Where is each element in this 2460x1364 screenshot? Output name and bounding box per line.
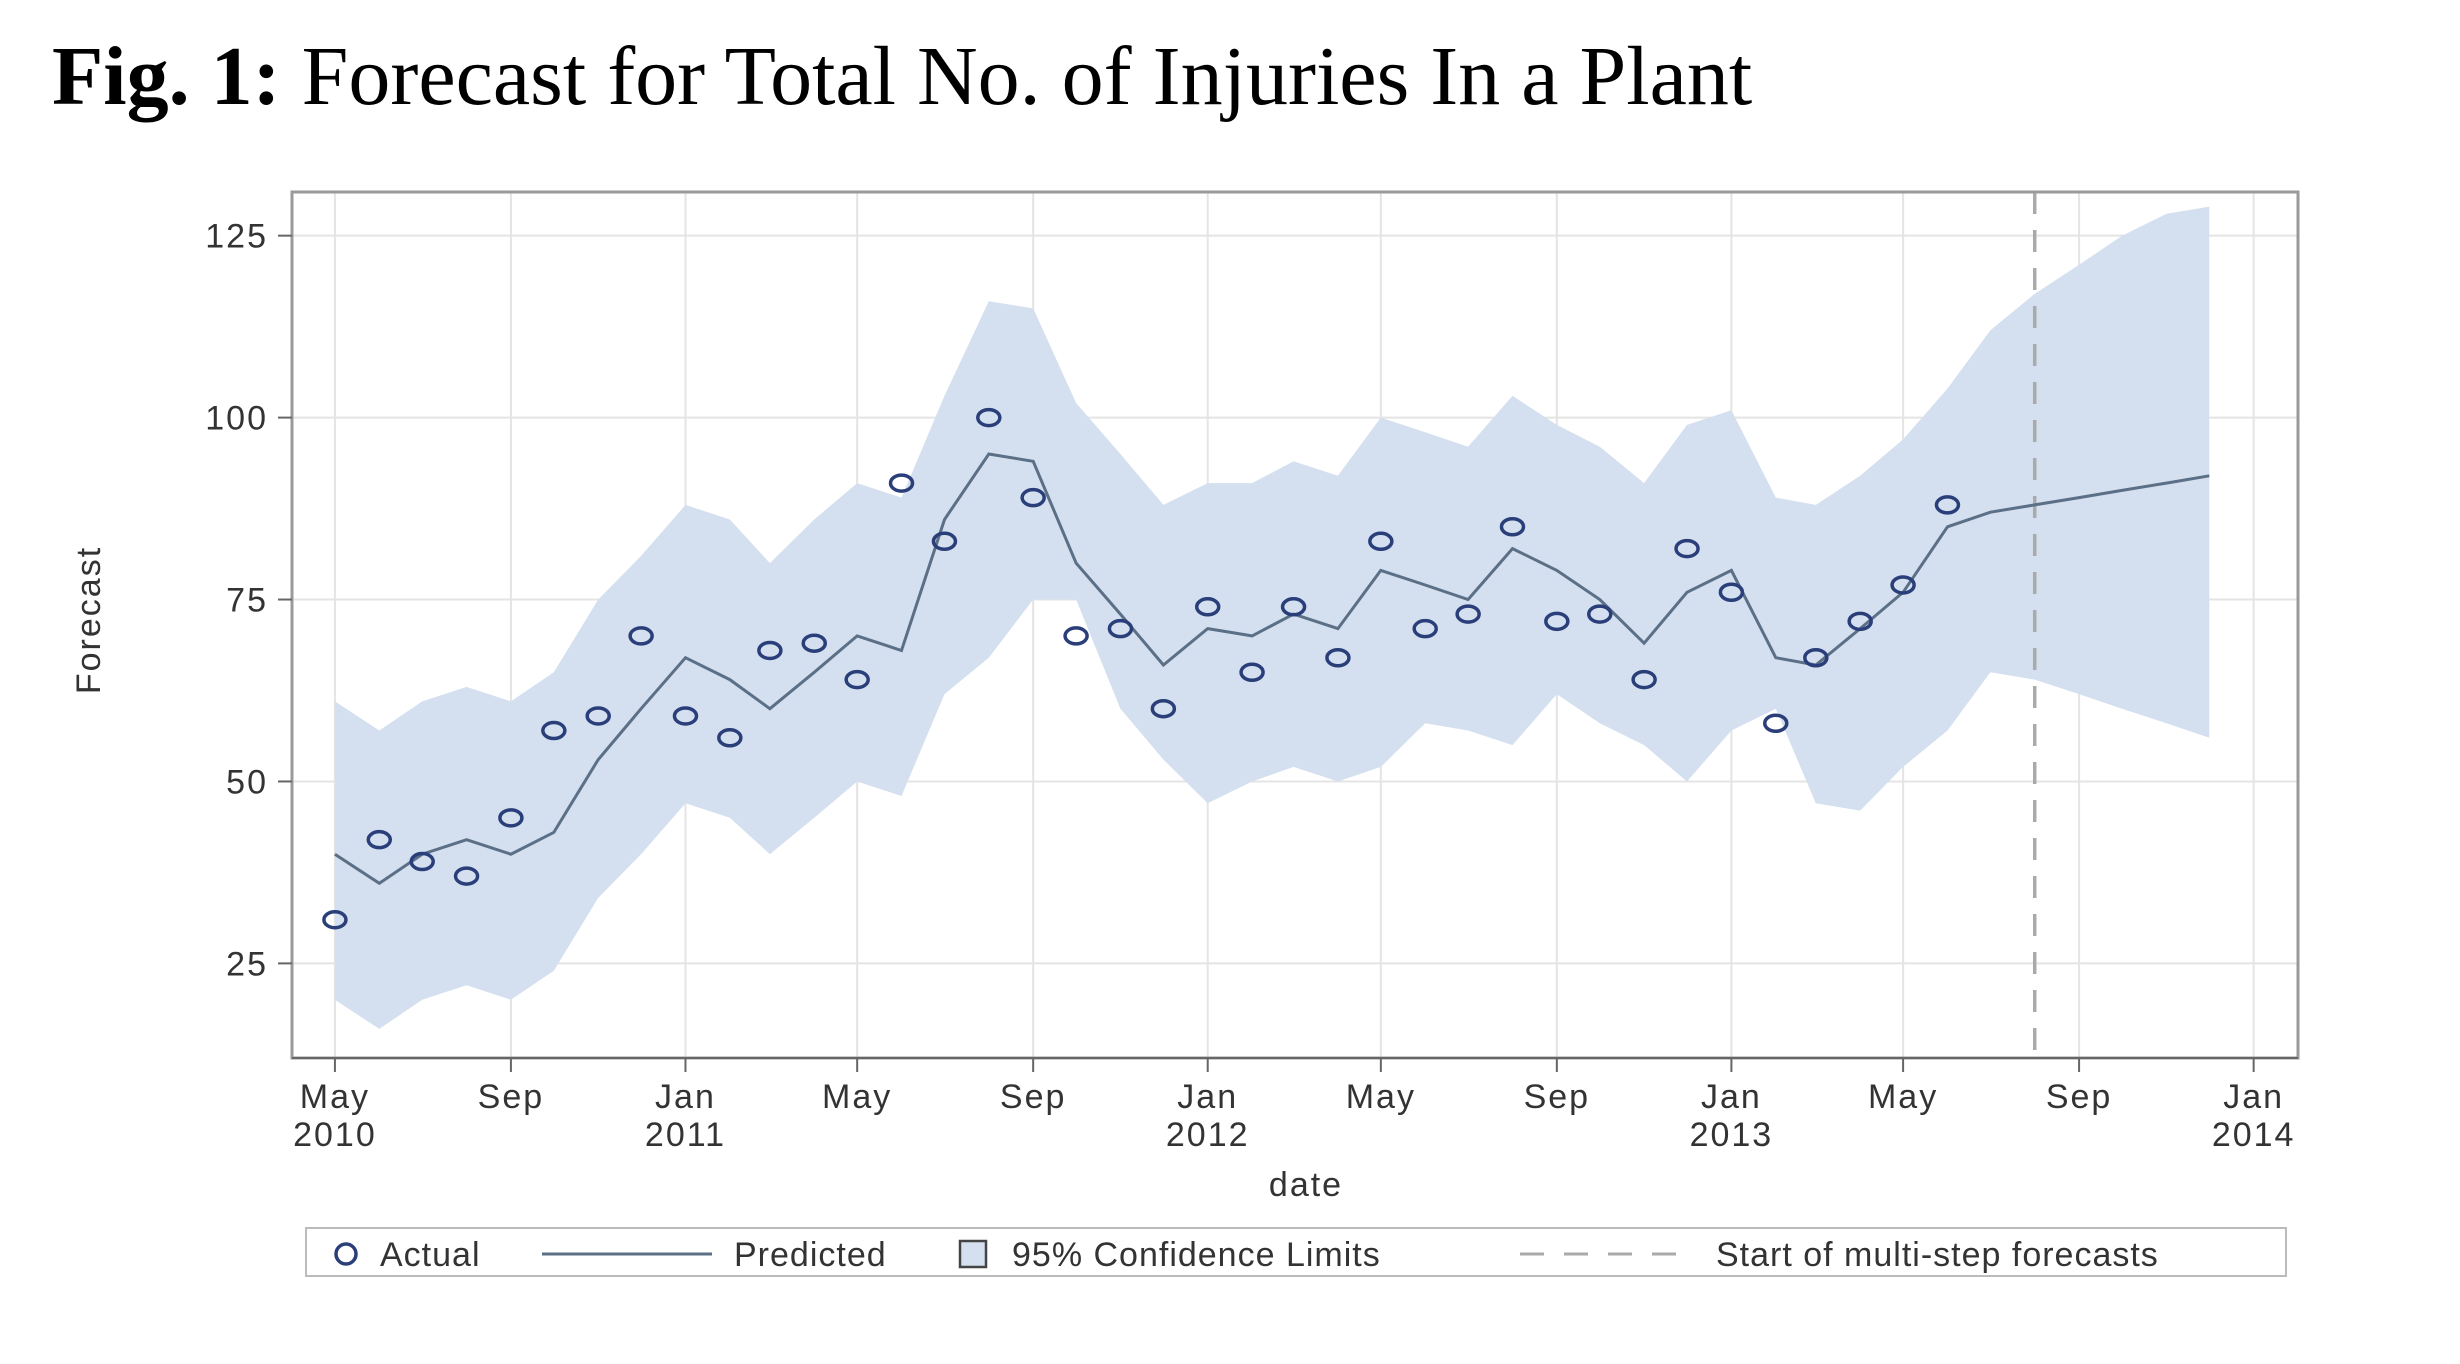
- actual-point: [585, 706, 611, 726]
- predicted-line: [334, 452, 2210, 886]
- actual-point: [1150, 698, 1177, 719]
- y-tick-label: 100: [205, 400, 268, 438]
- x-tick-label: Sep: [478, 1078, 545, 1116]
- x-tick-year-label: 2014: [2212, 1116, 2296, 1154]
- y-tick-label: 125: [205, 218, 268, 256]
- x-tick-label: Jan: [655, 1078, 716, 1116]
- actual-point: [1280, 597, 1307, 617]
- x-tick-label: Jan: [1177, 1078, 1238, 1116]
- x-tick-label: May: [1868, 1078, 1938, 1116]
- x-tick-label: Jan: [2223, 1078, 2284, 1116]
- legend-forecast-start-label: Start of multi-step forecasts: [1716, 1236, 2159, 1274]
- confidence-band-layer: [334, 206, 2210, 1029]
- x-tick-label: Jan: [1701, 1078, 1762, 1116]
- legend-actual-label: Actual: [380, 1236, 481, 1274]
- actual-point: [366, 829, 393, 850]
- y-tick-label: 75: [226, 582, 268, 620]
- actual-point: [1847, 611, 1873, 632]
- x-tick-label: May: [1346, 1078, 1416, 1116]
- actual-point: [1325, 647, 1351, 668]
- actual-point: [498, 808, 524, 828]
- actual-point: [801, 633, 827, 653]
- legend-actual-symbol: [334, 1242, 358, 1266]
- actual-point: [409, 851, 435, 872]
- confidence-band: [334, 206, 2210, 1029]
- actual-point: [322, 909, 348, 930]
- actual-point: [541, 720, 567, 741]
- actual-point: [1239, 662, 1265, 683]
- x-tick-label: Sep: [1524, 1078, 1591, 1116]
- actual-point: [1803, 647, 1829, 668]
- actual-markers-layer: [322, 407, 1961, 930]
- predicted-line-layer: [334, 452, 2210, 886]
- actual-point: [1499, 517, 1526, 537]
- actual-point: [931, 531, 958, 552]
- actual-point: [757, 640, 783, 661]
- actual-point: [1674, 538, 1700, 559]
- legend: Actual Predicted 95% Confidence Limits S…: [305, 1227, 2287, 1277]
- x-tick-year-label: 2011: [645, 1116, 726, 1154]
- legend-frame: [305, 1227, 2287, 1277]
- actual-point: [1718, 582, 1745, 603]
- x-tick-label: Sep: [2046, 1078, 2113, 1116]
- actual-point: [672, 706, 699, 726]
- x-tick-year-label: 2013: [1690, 1116, 1774, 1154]
- actual-point: [1412, 618, 1438, 639]
- actual-point: [1455, 604, 1481, 624]
- y-tick-label: 50: [226, 763, 268, 801]
- x-tick-label: Sep: [1000, 1078, 1067, 1116]
- legend-confidence-symbol: [958, 1239, 988, 1269]
- figure-caption: Forecast for Total No. of Injuries In a …: [301, 30, 1753, 123]
- legend-confidence-label: 95% Confidence Limits: [1012, 1236, 1381, 1274]
- actual-point: [717, 728, 743, 748]
- actual-point: [453, 866, 480, 886]
- actual-point: [1063, 626, 1089, 646]
- actual-point: [1194, 597, 1221, 617]
- figure-label: Fig. 1:: [52, 30, 281, 123]
- legend-predicted-label: Predicted: [734, 1236, 887, 1274]
- actual-point: [1544, 611, 1570, 632]
- y-axis-label: Forecast: [70, 546, 108, 694]
- actual-point: [976, 407, 1002, 428]
- x-tick-label: May: [300, 1078, 370, 1116]
- actual-point: [628, 626, 654, 646]
- y-axis: 25 50 75 100 125: [205, 218, 292, 983]
- actual-point: [1631, 669, 1657, 690]
- x-axis-label: date: [1269, 1166, 1343, 1204]
- y-tick-label: 25: [226, 945, 268, 983]
- actual-point: [1763, 713, 1789, 733]
- actual-point: [1020, 487, 1046, 508]
- actual-point: [1107, 618, 1134, 639]
- x-tick-label: May: [822, 1078, 892, 1116]
- x-tick-year-label: 2010: [293, 1116, 377, 1154]
- actual-point: [1587, 604, 1613, 624]
- actual-point: [888, 473, 915, 493]
- figure-title: Fig. 1: Forecast for Total No. of Injuri…: [52, 28, 1752, 125]
- actual-point: [1934, 495, 1961, 515]
- actual-point: [1890, 575, 1916, 595]
- x-tick-year-label: 2012: [1166, 1116, 1250, 1154]
- actual-point: [844, 669, 870, 690]
- actual-point: [1368, 531, 1394, 552]
